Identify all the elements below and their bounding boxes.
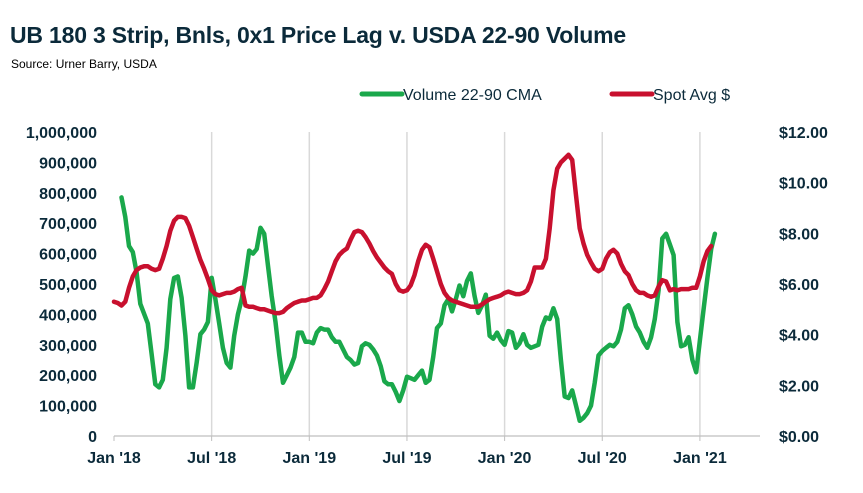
chart-subtitle: Source: Urner Barry, USDA <box>11 57 157 71</box>
y-axis-right-labels: $0.00 $2.00 $4.00 $6.00 $8.00 $10.00 $12.00 <box>779 125 828 446</box>
legend-label: Volume 22-90 CMA <box>403 87 542 104</box>
x-axis-labels: Jan '18 Jul '18 Jan '19 Jul '19 Jan '20 Jul '… <box>87 450 727 467</box>
y-right-tick-label: $10.00 <box>779 176 828 193</box>
y-right-tick-label: $6.00 <box>779 277 819 294</box>
axes <box>113 435 760 441</box>
y-left-tick-label: 800,000 <box>39 186 97 203</box>
x-tick-label: Jan '19 <box>282 450 336 467</box>
x-tick-label: Jan '21 <box>673 450 727 467</box>
y-left-tick-label: 400,000 <box>39 307 97 324</box>
y-right-tick-label: $4.00 <box>779 328 819 345</box>
x-tick-label: Jul '20 <box>578 450 627 467</box>
series-line-spot-avg <box>111 152 714 316</box>
y-right-tick-label: $2.00 <box>779 378 819 395</box>
legend-label: Spot Avg $ <box>653 87 730 104</box>
series-lines <box>111 152 718 424</box>
y-left-tick-label: 200,000 <box>39 368 97 385</box>
y-left-tick-label: 0 <box>88 429 97 446</box>
y-left-tick-label: 700,000 <box>39 216 97 233</box>
y-left-tick-label: 1,000,000 <box>26 125 97 142</box>
y-left-tick-label: 300,000 <box>39 338 97 355</box>
legend-item[interactable]: Volume 22-90 CMA <box>359 87 542 104</box>
y-left-tick-label: 900,000 <box>39 155 97 172</box>
y-left-tick-label: 500,000 <box>39 277 97 294</box>
y-right-tick-label: $0.00 <box>779 429 819 446</box>
x-tick-label: Jul '18 <box>187 450 236 467</box>
legend[interactable]: Volume 22-90 CMA Spot Avg $ <box>359 87 730 104</box>
x-tick-label: Jul '19 <box>382 450 431 467</box>
series-line-volume-22-90-cma <box>119 195 718 424</box>
y-right-tick-label: $12.00 <box>779 125 828 142</box>
legend-item[interactable]: Spot Avg $ <box>609 87 730 104</box>
chart-title: UB 180 3 Strip, Bnls, 0x1 Price Lag v. U… <box>10 22 626 48</box>
x-tick-label: Jan '20 <box>478 450 532 467</box>
y-right-tick-label: $8.00 <box>779 226 819 243</box>
y-left-tick-label: 600,000 <box>39 247 97 264</box>
y-left-tick-label: 100,000 <box>39 399 97 416</box>
gridlines <box>210 132 701 436</box>
x-tick-label: Jan '18 <box>87 450 141 467</box>
y-axis-left-labels: 0 100,000 200,000 300,000 400,000 500,000 600,… <box>26 125 97 446</box>
